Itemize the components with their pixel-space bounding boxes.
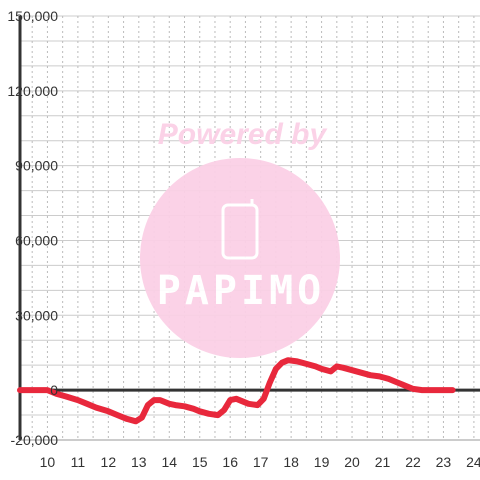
x-tick-label: 24 — [466, 454, 480, 470]
y-tick-label: 150,000 — [7, 8, 58, 24]
y-tick-label: -20,000 — [11, 432, 59, 448]
x-tick-label: 22 — [405, 454, 421, 470]
y-tick-label: 120,000 — [7, 83, 58, 99]
y-tick-label: 60,000 — [15, 232, 58, 248]
x-tick-label: 19 — [314, 454, 330, 470]
x-tick-label: 21 — [375, 454, 391, 470]
series-layer — [17, 357, 456, 425]
watermark-powered-text: Powered by — [158, 118, 328, 151]
y-tick-label: 0 — [50, 382, 58, 398]
x-tick-label: 12 — [101, 454, 117, 470]
tick-labels: -20,000 0 30,000 60,000 90,000 120,000 150,000… — [7, 8, 480, 470]
series-line — [17, 357, 456, 425]
x-tick-label: 14 — [161, 454, 177, 470]
x-tick-label: 11 — [71, 454, 86, 470]
phone-icon — [221, 203, 259, 260]
x-tick-label: 13 — [131, 454, 147, 470]
watermark: Powered by PAPIMO — [140, 118, 340, 358]
x-tick-label: 10 — [40, 454, 56, 470]
y-tick-label: 90,000 — [15, 158, 58, 174]
x-tick-label: 23 — [436, 454, 452, 470]
axes — [18, 16, 480, 441]
x-tick-label: 15 — [192, 454, 208, 470]
x-tick-label: 18 — [283, 454, 299, 470]
x-tick-label: 20 — [344, 454, 360, 470]
watermark-brand-text: PAPIMO — [157, 268, 326, 314]
y-tick-label: 30,000 — [15, 307, 58, 323]
x-tick-label: 17 — [253, 454, 269, 470]
x-tick-label: 16 — [222, 454, 238, 470]
